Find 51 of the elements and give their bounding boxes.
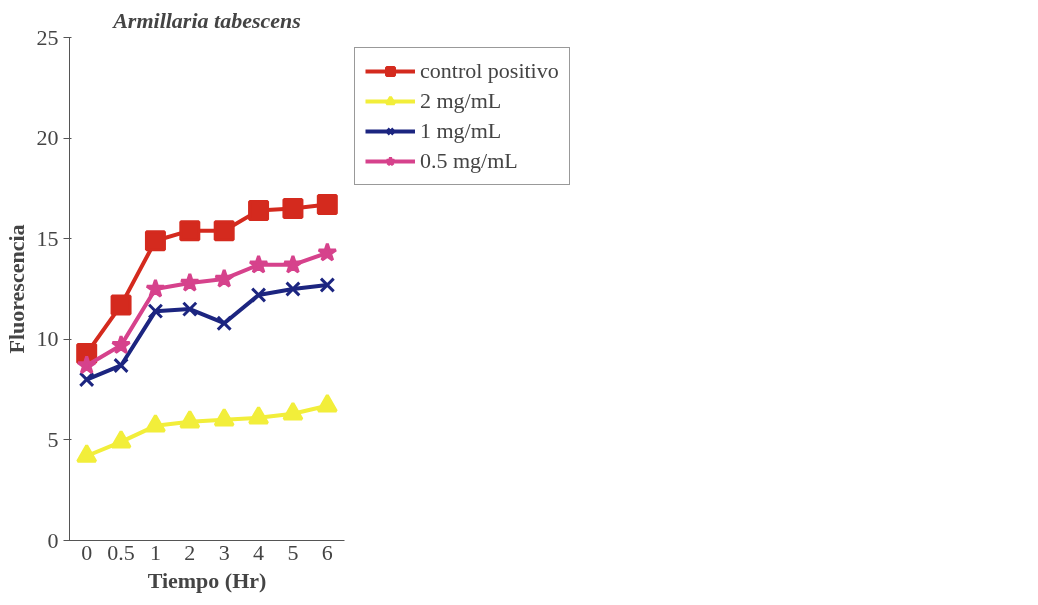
point [248,405,270,425]
x-axis-title: Tiempo (Hr) [147,567,267,593]
point [179,220,201,242]
point [213,220,235,242]
legend-label: 0.5 mg/mL [420,148,518,174]
point [248,200,270,222]
x-tick-label: 5 [287,539,299,565]
point [110,294,132,316]
point [113,357,129,374]
legend-label: 2 mg/mL [420,88,502,114]
y-tick-label: 10 [36,326,59,352]
point [282,401,304,421]
point [144,413,166,433]
y-tick-label: 20 [36,125,59,151]
point [214,268,235,288]
x-tick-label: 6 [321,539,333,565]
point [181,301,198,317]
y-tick-label: 15 [36,225,59,251]
x-tick-label: 0.5 [107,539,135,565]
point [282,198,304,220]
point [144,230,166,252]
point [78,371,95,388]
x-tick-label: 0 [81,539,93,565]
point [282,254,303,274]
point [147,303,164,319]
y-tick-label: 5 [47,426,59,452]
point [76,444,98,463]
x-tick-label: 4 [253,539,265,565]
point [216,315,233,332]
point [316,194,338,215]
point [179,272,200,292]
point [111,334,132,355]
point [213,407,235,427]
point [248,254,269,274]
y-axis-title: Fluorescencia [3,224,29,354]
legend-label: control positivo [420,58,559,84]
chart-title: Armillaria tabescens [111,7,301,33]
point [145,278,166,298]
point [317,242,338,262]
point [179,409,201,429]
legend-label: 1 mg/mL [420,118,502,144]
x-tick-label: 2 [184,539,196,565]
point [110,430,132,449]
x-tick-label: 1 [149,539,161,565]
point [76,354,97,375]
y-tick-label: 25 [36,24,59,50]
point [285,281,301,297]
point [250,287,267,303]
x-tick-label: 3 [218,539,230,565]
point [319,277,336,293]
point [316,393,338,413]
